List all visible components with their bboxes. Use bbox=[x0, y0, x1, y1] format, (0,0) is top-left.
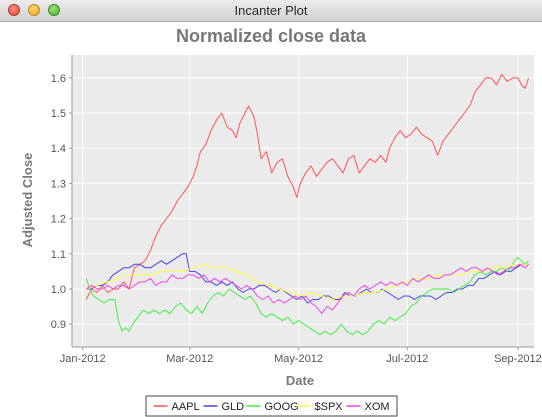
legend-label: GOOG bbox=[265, 401, 299, 413]
axes: 0.9 1.0 1.1 1.2 1.3 1.4 1.5 1.6 Jan-2012 Mar-2012… bbox=[51, 55, 542, 365]
grid-lines bbox=[72, 55, 534, 347]
legend-item-xom: XOM bbox=[346, 401, 390, 413]
legend-box bbox=[145, 395, 398, 417]
chart-title: Normalized close data bbox=[176, 26, 367, 46]
series-line-goog bbox=[85, 256, 529, 336]
legend: AAPL GLD GOOG $SPX XOM bbox=[145, 395, 398, 417]
x-tick-label: May-2012 bbox=[274, 353, 323, 365]
series-line-spx bbox=[86, 263, 529, 300]
y-tick-label: 1.6 bbox=[51, 73, 66, 85]
legend-label: XOM bbox=[365, 401, 390, 413]
legend-label: GLD bbox=[222, 401, 245, 413]
legend-item-goog: GOOG bbox=[246, 401, 299, 413]
x-axis-label: Date bbox=[286, 373, 314, 388]
y-tick-label: 0.9 bbox=[51, 319, 66, 331]
y-tick-label: 1.3 bbox=[51, 178, 66, 190]
x-tick-label: Sep-2012 bbox=[494, 353, 542, 365]
x-tick-label: Mar-2012 bbox=[166, 353, 213, 365]
close-window-button[interactable] bbox=[8, 4, 20, 16]
series-lines bbox=[85, 73, 530, 336]
window-title: Incanter Plot bbox=[234, 3, 308, 18]
zoom-window-button[interactable] bbox=[48, 4, 60, 16]
y-tick-label: 1.2 bbox=[51, 214, 66, 226]
x-tick-label: Jul-2012 bbox=[386, 353, 428, 365]
y-tick-label: 1.4 bbox=[51, 143, 66, 155]
legend-item-gld: GLD bbox=[203, 401, 245, 413]
legend-label: $SPX bbox=[315, 401, 344, 413]
y-tick-label: 1.5 bbox=[51, 108, 66, 120]
y-axis-label: Adjusted Close bbox=[20, 153, 35, 248]
series-line-aapl bbox=[85, 73, 530, 300]
minimize-window-button[interactable] bbox=[28, 4, 40, 16]
window-titlebar: Incanter Plot bbox=[0, 0, 542, 22]
x-tick-label: Jan-2012 bbox=[60, 353, 106, 365]
legend-label: AAPL bbox=[172, 401, 200, 413]
legend-item-spx: $SPX bbox=[296, 401, 344, 413]
legend-item-aapl: AAPL bbox=[153, 401, 200, 413]
y-tick-label: 1.1 bbox=[51, 249, 66, 261]
series-line-xom bbox=[86, 263, 529, 315]
plot-area bbox=[72, 55, 534, 347]
y-tick-label: 1.0 bbox=[51, 284, 66, 296]
series-line-gld bbox=[86, 253, 529, 304]
